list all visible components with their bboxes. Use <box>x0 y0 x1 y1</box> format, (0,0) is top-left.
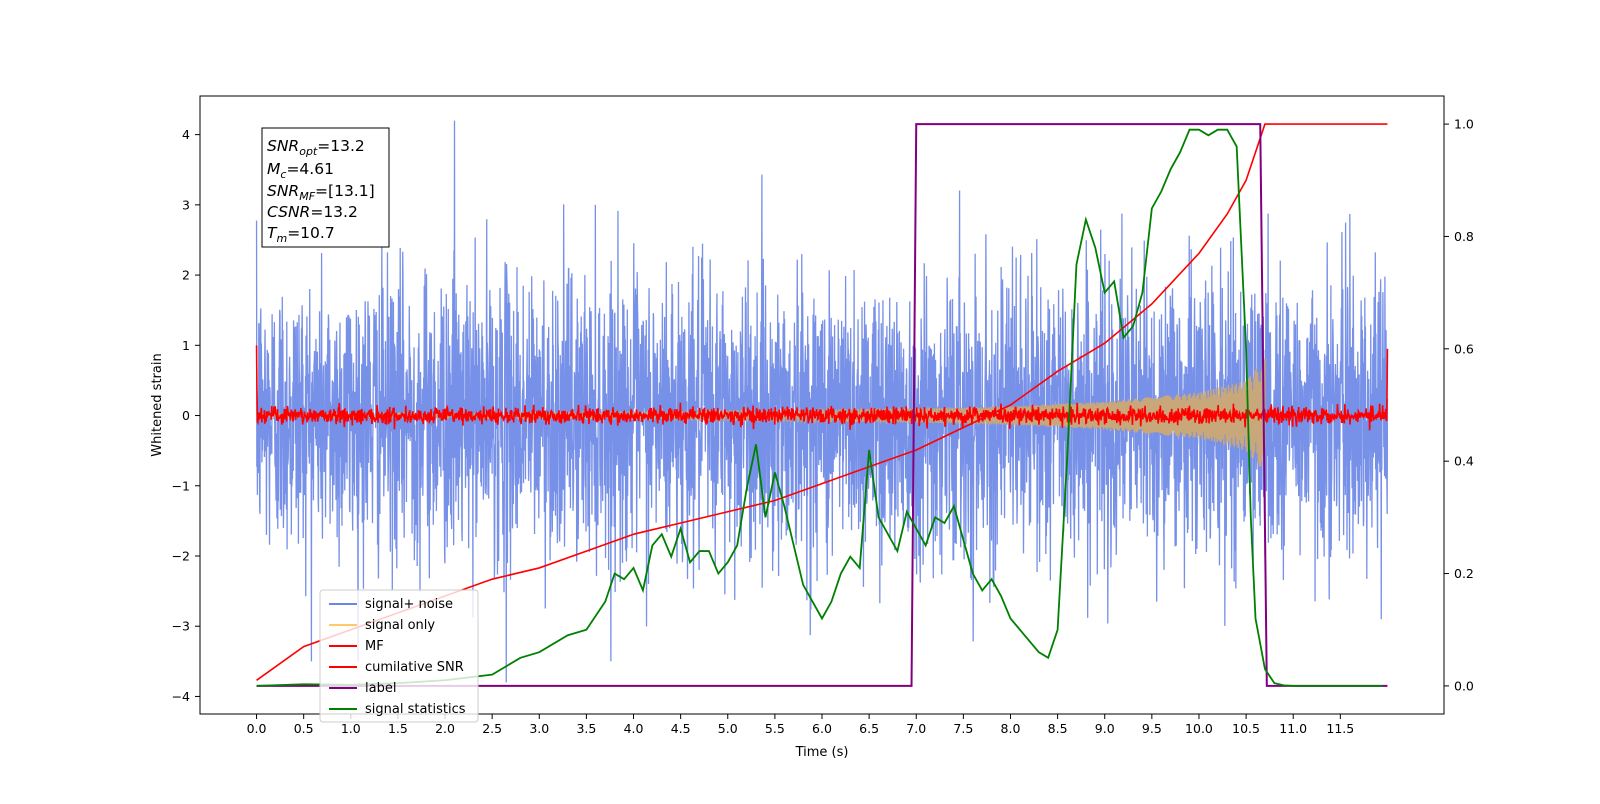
y-left-tick-label: 0 <box>182 408 190 423</box>
annotation-frame <box>261 127 390 248</box>
x-tick-label: 3.5 <box>576 721 596 736</box>
x-tick-label: 1.5 <box>388 721 408 736</box>
y-left-tick-label: −4 <box>172 689 190 704</box>
legend-label-signal-only: signal only <box>365 618 435 633</box>
y-right-tick-label: 0.2 <box>1454 566 1474 581</box>
y-right-tick-label: 0.0 <box>1454 678 1474 693</box>
x-tick-label: 7.5 <box>953 721 973 736</box>
x-tick-label: 3.0 <box>529 721 549 736</box>
legend-label-label: label <box>365 681 396 696</box>
x-tick-label: 4.5 <box>671 721 691 736</box>
x-tick-label: 1.0 <box>341 721 361 736</box>
x-tick-label: 10.0 <box>1185 721 1213 736</box>
legend-label-cumulative-snr: cumilative SNR <box>365 660 464 675</box>
x-tick-label: 2.0 <box>435 721 455 736</box>
x-tick-label: 11.0 <box>1279 721 1307 736</box>
y-left-tick-label: 4 <box>182 127 190 142</box>
series-signal-noise <box>255 120 1389 683</box>
x-axis: 0.0 0.5 1.0 1.5 2.0 2.5 3.0 3.5 4.0 4.5 5.0 5.5 6.0 6… <box>247 714 1354 736</box>
x-tick-label: 11.5 <box>1326 721 1354 736</box>
y-right-tick-label: 0.8 <box>1454 229 1474 244</box>
x-tick-label: 7.0 <box>906 721 926 736</box>
annotation-tm: Tm=10.7 <box>267 224 335 245</box>
series-mf <box>255 345 1389 431</box>
legend: signal+ noise signal only MF cumilative … <box>319 589 479 723</box>
x-tick-label: 0.5 <box>294 721 314 736</box>
x-tick-label: 5.0 <box>718 721 738 736</box>
annotation-mc: Mc=4.61 <box>267 160 334 181</box>
x-tick-label: 8.5 <box>1048 721 1068 736</box>
x-tick-label: 8.0 <box>1001 721 1021 736</box>
x-axis-label: Time (s) <box>795 745 849 760</box>
y-left-tick-label: −3 <box>172 619 190 634</box>
x-tick-label: 9.0 <box>1095 721 1115 736</box>
x-tick-label: 5.5 <box>765 721 785 736</box>
series-signal-statistics <box>256 128 1383 687</box>
x-tick-label: 9.5 <box>1142 721 1162 736</box>
y-axis-right: 1.0 0.8 0.6 0.4 0.2 0.0 <box>1444 117 1474 693</box>
x-tick-label: 6.0 <box>812 721 832 736</box>
y-left-tick-label: 1 <box>182 338 190 353</box>
x-tick-label: 4.0 <box>624 721 644 736</box>
x-tick-label: 0.0 <box>247 721 267 736</box>
y-left-tick-label: 2 <box>182 268 190 283</box>
y-left-tick-label: 3 <box>182 197 190 212</box>
y-right-tick-label: 0.4 <box>1454 454 1474 469</box>
legend-label-signal-noise: signal+ noise <box>365 597 453 612</box>
legend-label-mf: MF <box>365 639 384 654</box>
y-right-tick-label: 1.0 <box>1454 117 1474 132</box>
legend-label-signal-statistics: signal statistics <box>365 702 466 717</box>
x-tick-label: 10.5 <box>1232 721 1260 736</box>
y-right-tick-label: 0.6 <box>1454 341 1474 356</box>
annotation-snr-mf: SNRMF=[13.1] <box>267 182 375 203</box>
legend-frame <box>319 589 479 723</box>
y-axis-left: 4 3 2 1 0 −1 −2 −3 −4 <box>172 127 200 704</box>
annotation-snr-opt: SNRopt=13.2 <box>267 137 365 158</box>
y-left-tick-label: −1 <box>172 478 190 493</box>
y-axis-label: Whitened strain <box>150 353 165 456</box>
annotation-csnr: CSNR=13.2 <box>267 203 358 221</box>
x-tick-label: 2.5 <box>482 721 502 736</box>
y-left-tick-label: −2 <box>172 548 190 563</box>
annotation-box: SNRopt=13.2 Mc=4.61 SNRMF=[13.1] CSNR=13… <box>261 127 390 248</box>
x-tick-label: 6.5 <box>859 721 879 736</box>
